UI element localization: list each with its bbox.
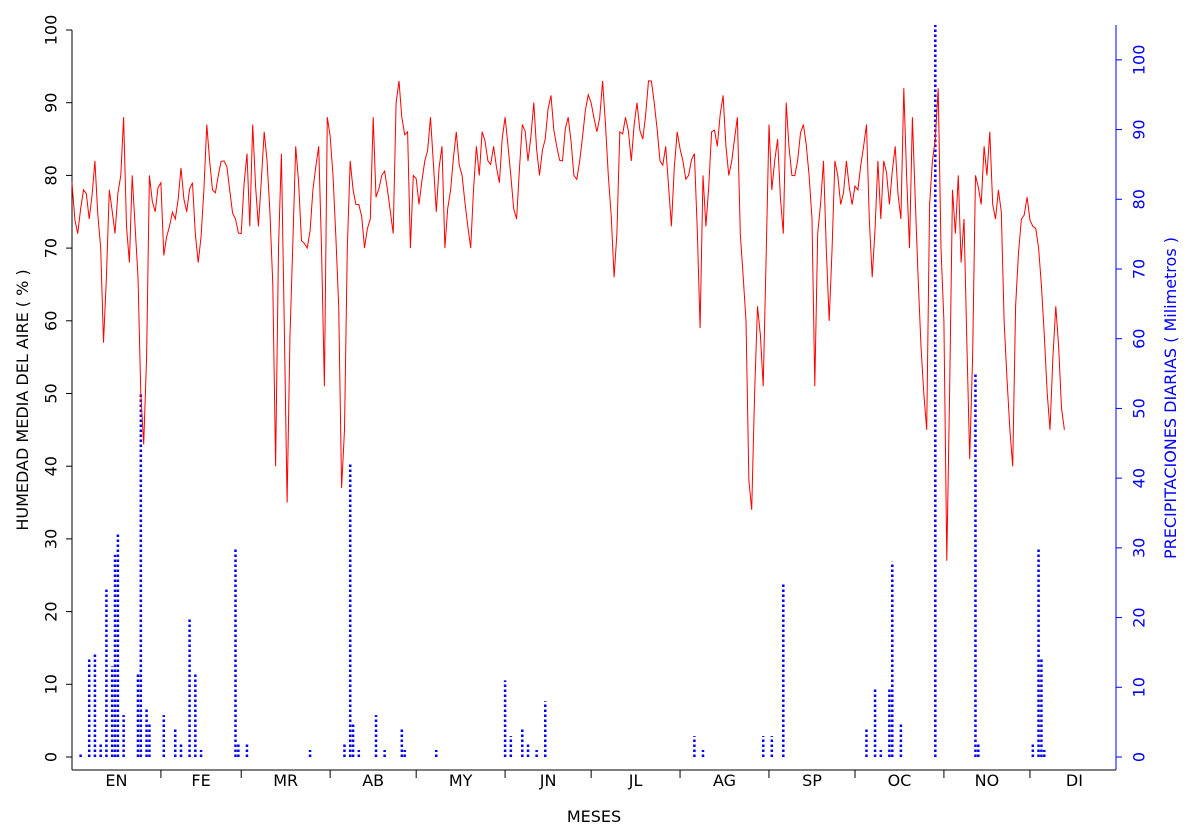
right-tick-label: 60 bbox=[1130, 329, 1149, 349]
month-label: EN bbox=[105, 771, 127, 790]
month-label: JL bbox=[628, 771, 643, 790]
month-label: SP bbox=[802, 771, 822, 790]
left-tick-label: 20 bbox=[42, 601, 61, 621]
right-tick-label: 20 bbox=[1130, 607, 1149, 627]
month-label: NO bbox=[975, 771, 1000, 790]
left-tick-label: 0 bbox=[42, 752, 61, 762]
right-tick-label: 30 bbox=[1130, 538, 1149, 558]
right-tick-label: 50 bbox=[1130, 398, 1149, 418]
left-tick-label: 50 bbox=[42, 383, 61, 403]
precipitation-series bbox=[79, 25, 1046, 757]
left-tick-label: 100 bbox=[42, 15, 61, 46]
month-label: MR bbox=[273, 771, 298, 790]
left-tick-label: 60 bbox=[42, 311, 61, 331]
right-tick-label: 0 bbox=[1130, 752, 1149, 762]
month-label: AB bbox=[362, 771, 384, 790]
left-axis-ticks: 0 10 20 30 40 50 60 70 80 90 100 bbox=[42, 15, 72, 762]
right-axis-title: PRECIPITACIONES DIARIAS ( Milimetros ) bbox=[1161, 237, 1180, 559]
x-axis-title: MESES bbox=[567, 807, 621, 826]
right-tick-label: 100 bbox=[1130, 45, 1149, 76]
month-label: DI bbox=[1066, 771, 1083, 790]
right-axis-ticks: 0 10 20 30 40 50 60 70 80 90 100 bbox=[1116, 45, 1149, 762]
right-tick-label: 70 bbox=[1130, 259, 1149, 279]
month-label: AG bbox=[713, 771, 736, 790]
month-label: JN bbox=[539, 771, 557, 790]
humidity-line-path bbox=[71, 80, 1065, 561]
left-tick-label: 90 bbox=[42, 93, 61, 113]
left-axis-title: HUMEDAD MEDIA DEL AIRE ( % ) bbox=[13, 269, 32, 530]
humidity-series bbox=[71, 80, 1065, 561]
month-label: OC bbox=[888, 771, 912, 790]
month-label: MY bbox=[449, 771, 473, 790]
right-tick-label: 80 bbox=[1130, 189, 1149, 209]
left-tick-label: 80 bbox=[42, 165, 61, 185]
left-tick-label: 70 bbox=[42, 238, 61, 258]
right-tick-label: 40 bbox=[1130, 468, 1149, 488]
plot-frame bbox=[71, 25, 1117, 771]
left-tick-label: 40 bbox=[42, 456, 61, 476]
left-tick-label: 10 bbox=[42, 674, 61, 694]
left-tick-label: 30 bbox=[42, 529, 61, 549]
right-tick-label: 90 bbox=[1130, 119, 1149, 139]
month-axis-ticks: EN FE MR AB MY JN JL AG SP OC NO DI bbox=[105, 770, 1083, 790]
month-label: FE bbox=[191, 771, 210, 790]
right-tick-label: 10 bbox=[1130, 677, 1149, 697]
